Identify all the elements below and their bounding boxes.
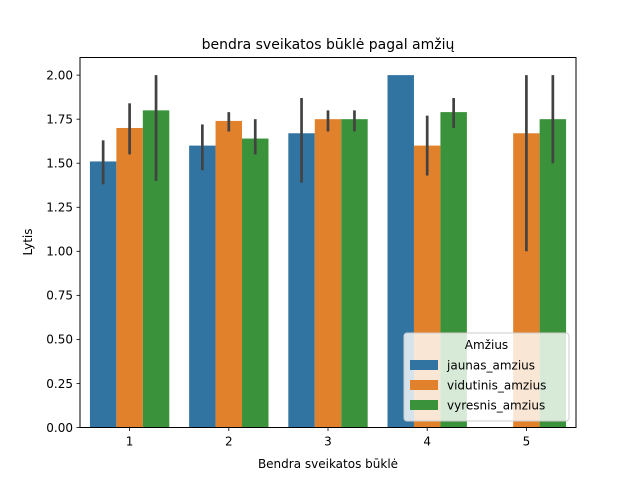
y-tick-label: 0.50 [46, 333, 73, 347]
legend-entry-vidutinis_amzius: vidutinis_amzius [447, 379, 546, 393]
y-tick-label: 1.75 [46, 112, 73, 126]
legend-swatch-vidutinis_amzius [410, 380, 438, 390]
legend-title: Amžius [465, 338, 508, 352]
chart-title: bendra sveikatos būklė pagal amžių [202, 37, 455, 53]
y-tick-label: 1.50 [46, 157, 73, 171]
bar-jaunas_amzius-2 [189, 145, 216, 428]
y-axis: 0.00 0.25 0.50 0.75 1.00 1.25 1.50 1.75 2.00 [46, 68, 80, 435]
legend: Amžius jaunas_amzius vidutinis_amziusvyres… [403, 332, 570, 422]
bar-vidutinis_amzius-3 [314, 119, 342, 428]
y-tick-label: 1.00 [46, 245, 73, 259]
x-tick-label: 5 [523, 435, 531, 449]
x-axis-label: Bendra sveikatos būklė [258, 457, 398, 471]
legend-box [403, 332, 570, 422]
x-tick-label: 3 [324, 435, 332, 449]
bar-vyresnis_amzius-2 [242, 138, 269, 428]
bar-vidutinis_amzius-2 [215, 120, 243, 428]
error-bars [101, 75, 555, 252]
y-tick-label: 1.25 [46, 201, 73, 215]
x-tick-label: 4 [423, 435, 431, 449]
legend-swatch-vyresnis_amzius [410, 400, 438, 410]
legend-entry-jaunas_amzius: jaunas_amzius [446, 359, 535, 373]
bar-vyresnis_amzius-3 [341, 119, 368, 428]
x-tick-label: 1 [126, 435, 134, 449]
x-axis: 1 2 3 4 5 [126, 427, 531, 449]
x-tick-label: 2 [225, 435, 233, 449]
y-tick-label: 0.00 [46, 421, 73, 435]
y-axis-label: Lytis [21, 229, 35, 256]
y-tick-label: 2.00 [46, 68, 73, 82]
legend-swatch-jaunas_amzius [410, 360, 438, 370]
y-tick-label: 0.75 [46, 289, 73, 303]
bar-vidutinis_amzius-1 [116, 127, 143, 428]
legend-entry-vyresnis_amzius: vyresnis_amzius [447, 399, 545, 413]
y-tick-label: 0.25 [46, 377, 73, 391]
bar-jaunas_amzius-1 [89, 161, 117, 428]
